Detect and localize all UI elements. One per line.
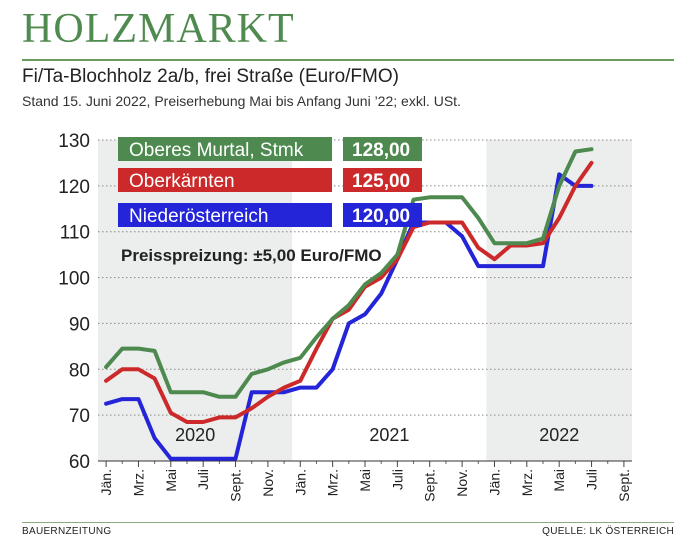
series-line-1 xyxy=(104,160,594,424)
chart-subtitle: Stand 15. Juni 2022, Preiserhebung Mai b… xyxy=(22,93,461,109)
x-tick-label: Jän. xyxy=(292,469,308,495)
series-line-0 xyxy=(104,147,594,399)
band-2020 xyxy=(98,140,293,461)
y-tick-label: 60 xyxy=(69,452,90,473)
year-label-2022: 2022 xyxy=(539,425,579,445)
x-tick-label: Mai xyxy=(551,469,567,492)
x-tick-label: Juli xyxy=(195,469,211,490)
x-tick-label: Sept. xyxy=(616,469,632,502)
legend-box-0 xyxy=(118,137,332,161)
y-tick-label: 70 xyxy=(69,406,90,427)
legend-value-0: 128,00 xyxy=(352,140,410,161)
legend-value-box-1 xyxy=(343,168,422,192)
legend-label-1: Oberkärnten xyxy=(129,171,235,192)
legend-value-1: 125,00 xyxy=(352,171,410,192)
chart-title: Fi/Ta-Blochholz 2a/b, frei Straße (Euro/… xyxy=(22,66,399,87)
x-tick-label: Juli xyxy=(389,469,405,490)
legend-value-box-2 xyxy=(343,203,422,227)
band-2022 xyxy=(486,140,632,461)
x-tick-label: Mai xyxy=(163,469,179,492)
x-tick-label: Nov. xyxy=(454,469,470,497)
legend-label-0: Oberes Murtal, Stmk xyxy=(129,140,304,161)
x-tick-label: Juli xyxy=(584,469,600,490)
legend-value-2: 120,00 xyxy=(352,206,410,227)
brand-rule xyxy=(22,59,674,61)
footer-source: QUELLE: LK ÖSTERREICH xyxy=(542,526,674,537)
year-label-2020: 2020 xyxy=(175,425,215,445)
year-label-2021: 2021 xyxy=(369,425,409,445)
y-tick-label: 110 xyxy=(60,223,90,244)
x-tick-label: Jän. xyxy=(486,469,502,495)
y-tick-label: 130 xyxy=(58,131,90,152)
spread-annotation: Preisspreizung: ±5,00 Euro/FMO xyxy=(121,246,382,265)
legend-value-box-0 xyxy=(343,137,422,161)
x-tick-label: Sept. xyxy=(228,469,244,502)
x-tick-label: Mrz. xyxy=(325,469,341,496)
x-tick-label: Mrz. xyxy=(130,469,146,496)
y-tick-label: 80 xyxy=(69,360,90,381)
series-line-2 xyxy=(104,172,594,461)
x-tick-label: Mrz. xyxy=(519,469,535,496)
y-tick-label: 100 xyxy=(58,269,90,290)
x-tick-label: Mai xyxy=(357,469,373,492)
legend-box-2 xyxy=(118,203,332,227)
footer-rule xyxy=(22,522,674,523)
legend-box-1 xyxy=(118,168,332,192)
y-tick-label: 120 xyxy=(58,177,90,198)
brand-title: HOLZMARKT xyxy=(22,6,295,52)
x-tick-label: Nov. xyxy=(260,469,276,497)
legend-label-2: Niederösterreich xyxy=(129,206,268,227)
x-tick-label: Sept. xyxy=(422,469,438,502)
y-tick-label: 90 xyxy=(69,314,90,335)
footer-publisher: BAUERNZEITUNG xyxy=(22,526,112,537)
x-tick-label: Jän. xyxy=(98,469,114,495)
